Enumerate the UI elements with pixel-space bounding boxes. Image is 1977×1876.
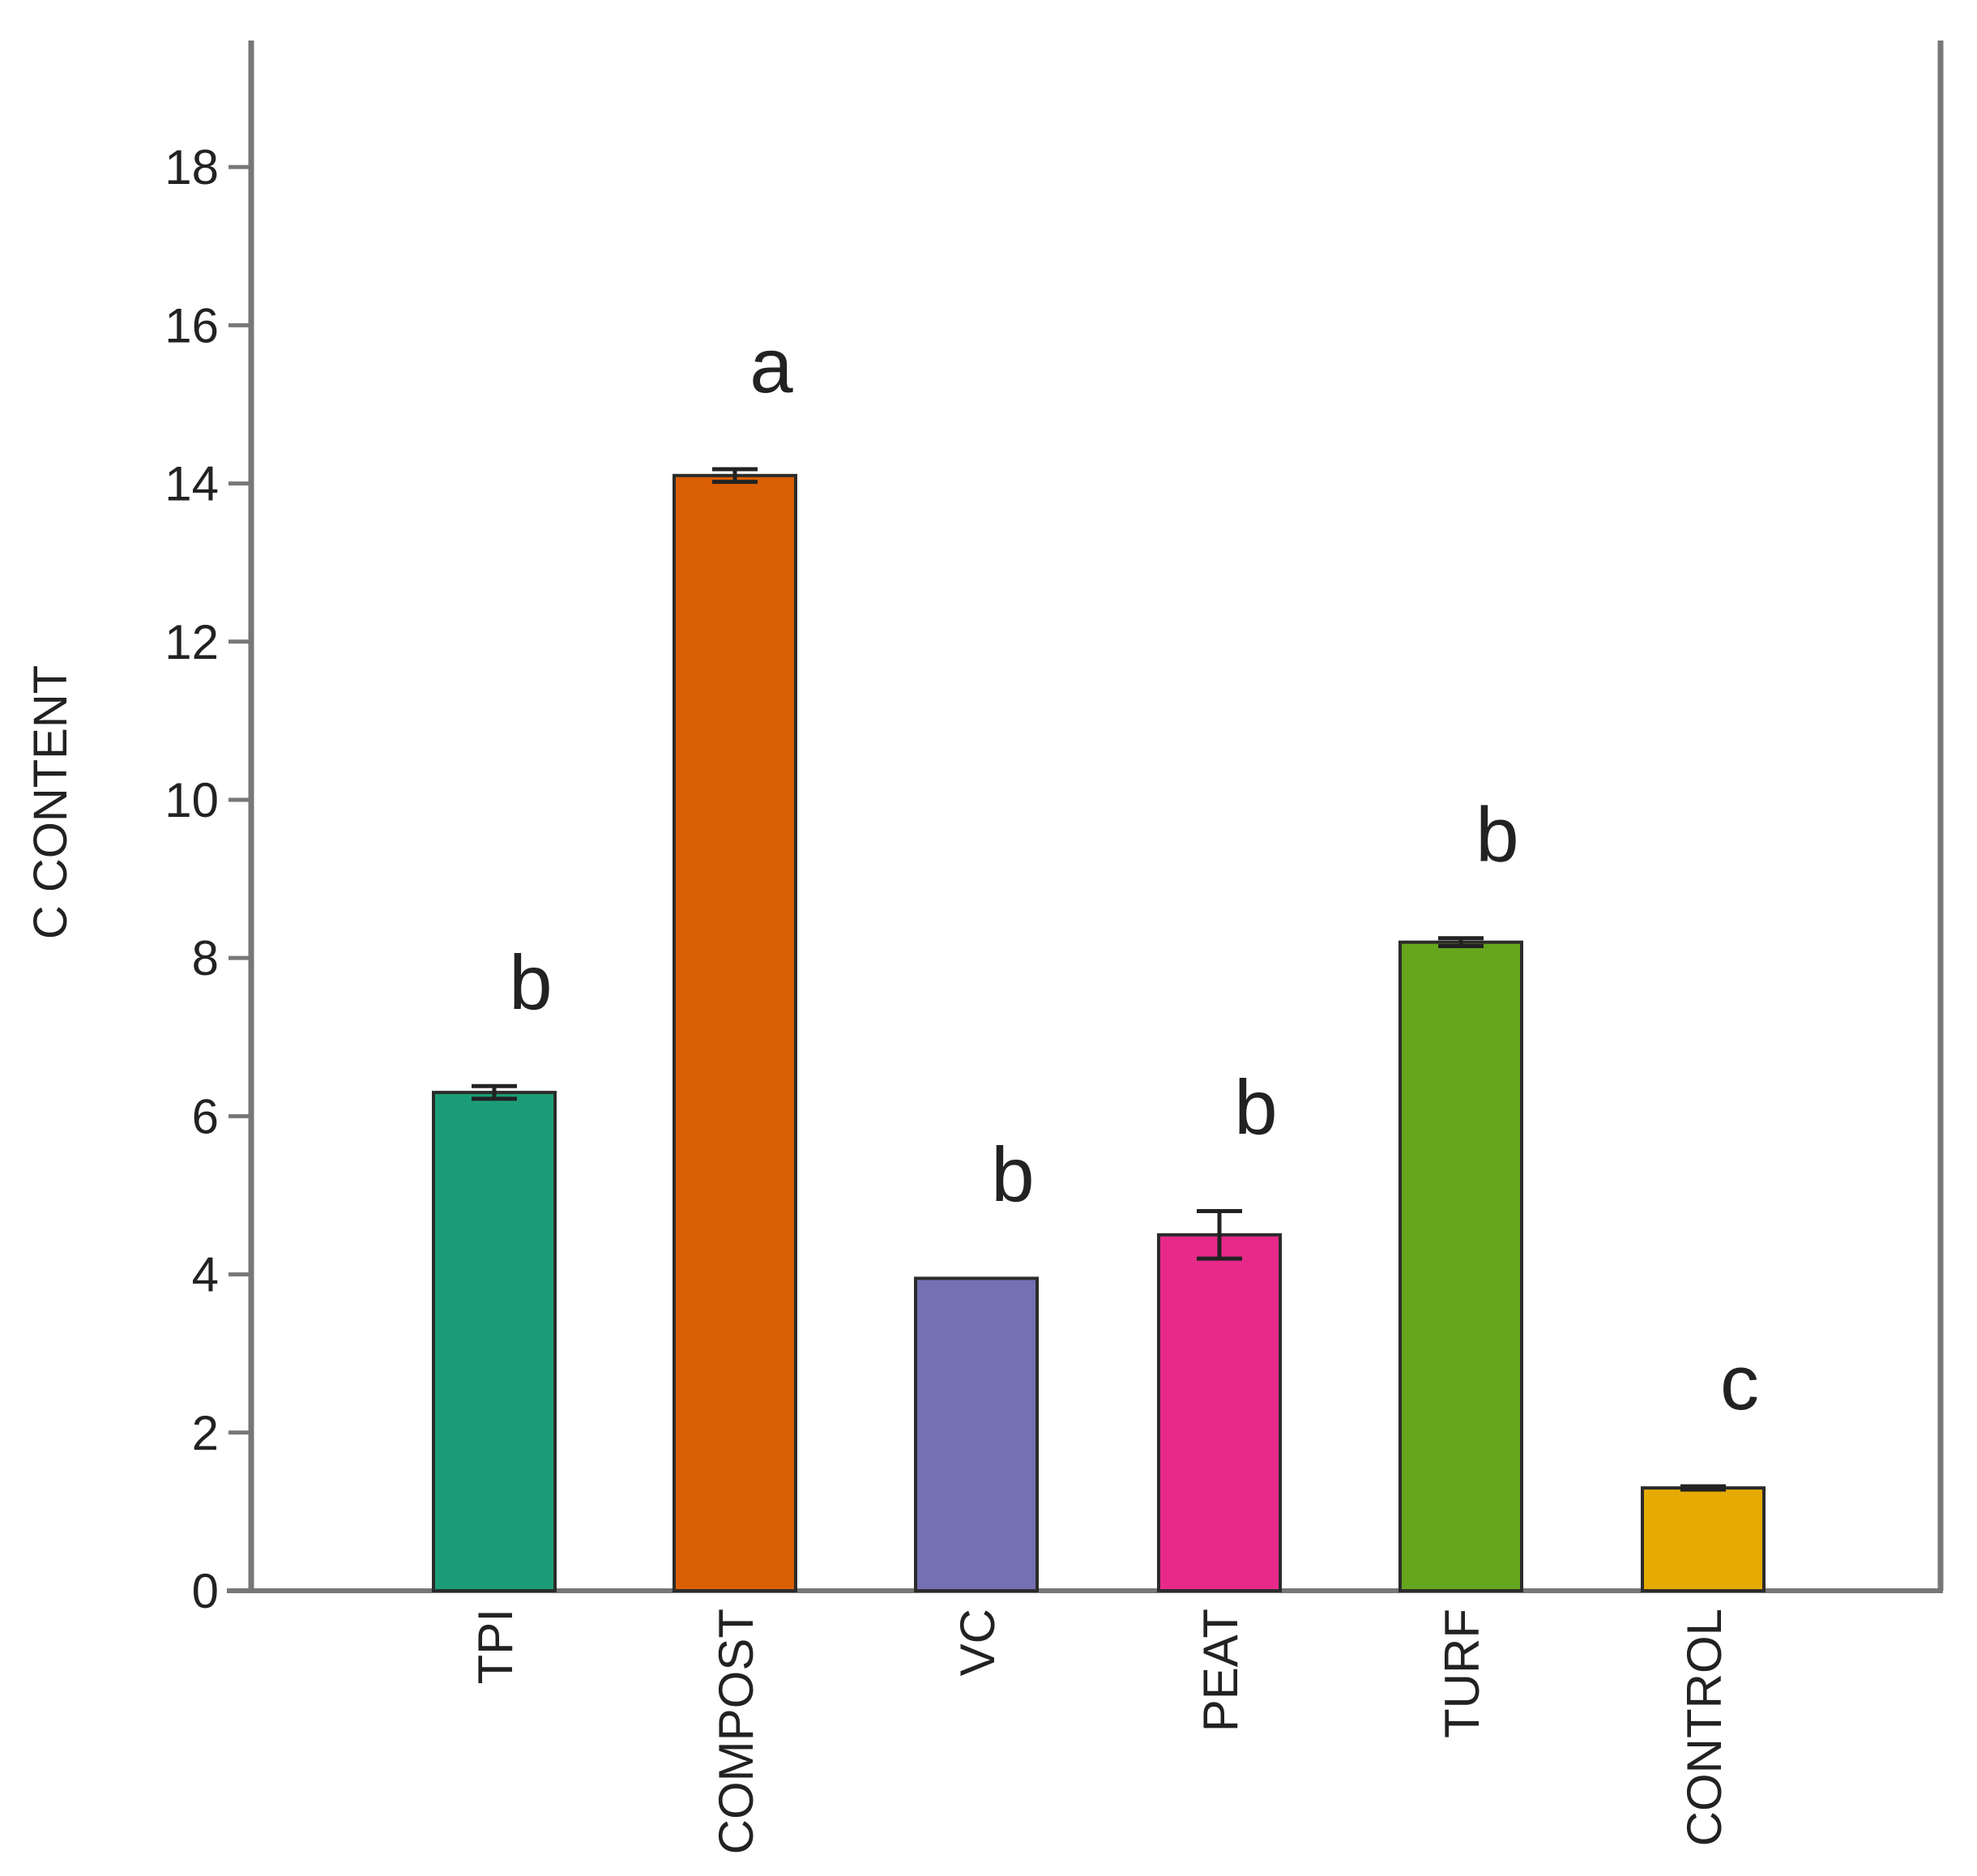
bar [914, 1276, 1039, 1592]
significance-letter: a [749, 323, 793, 409]
x-tick-label: TURF [1435, 1609, 1489, 1738]
y-tick-label: 10 [164, 773, 219, 827]
x-tick-label: PEAT [1193, 1609, 1248, 1732]
y-tick-label: 12 [164, 615, 219, 669]
x-tick-label: TPI [468, 1609, 523, 1684]
significance-letter: b [1475, 792, 1518, 878]
significance-letter: b [1234, 1065, 1277, 1152]
y-tick-label: 0 [192, 1564, 219, 1618]
y-tick-label: 4 [192, 1248, 219, 1302]
x-tick-label: VC [950, 1609, 1005, 1676]
y-tick-label: 18 [164, 140, 219, 194]
x-tick-label: CONTROL [1677, 1609, 1731, 1846]
y-axis-label: C CONTENT [24, 665, 77, 939]
significance-letter: c [1720, 1340, 1759, 1426]
y-tick-label: 6 [192, 1089, 219, 1143]
x-tick-label: COMPOST [709, 1609, 763, 1854]
bar [1641, 1486, 1766, 1592]
significance-letter: b [991, 1131, 1034, 1218]
bar [432, 1091, 557, 1593]
y-tick-label: 14 [164, 457, 219, 511]
labels: C CONTENT TPI b COMPOST a VC b PEAT b TURF b CONTRO… [24, 323, 1759, 1854]
y-tick-label: 16 [164, 298, 219, 353]
y-tick-label: 8 [192, 931, 219, 985]
bar [1157, 1233, 1282, 1592]
significance-letter: b [509, 939, 552, 1026]
bar [673, 473, 797, 1592]
y-tick-label: 2 [192, 1406, 219, 1460]
bars [432, 467, 1766, 1593]
bar [1398, 940, 1523, 1592]
axes: 0 2 4 6 8 10 12 14 16 18 [164, 41, 1944, 1618]
